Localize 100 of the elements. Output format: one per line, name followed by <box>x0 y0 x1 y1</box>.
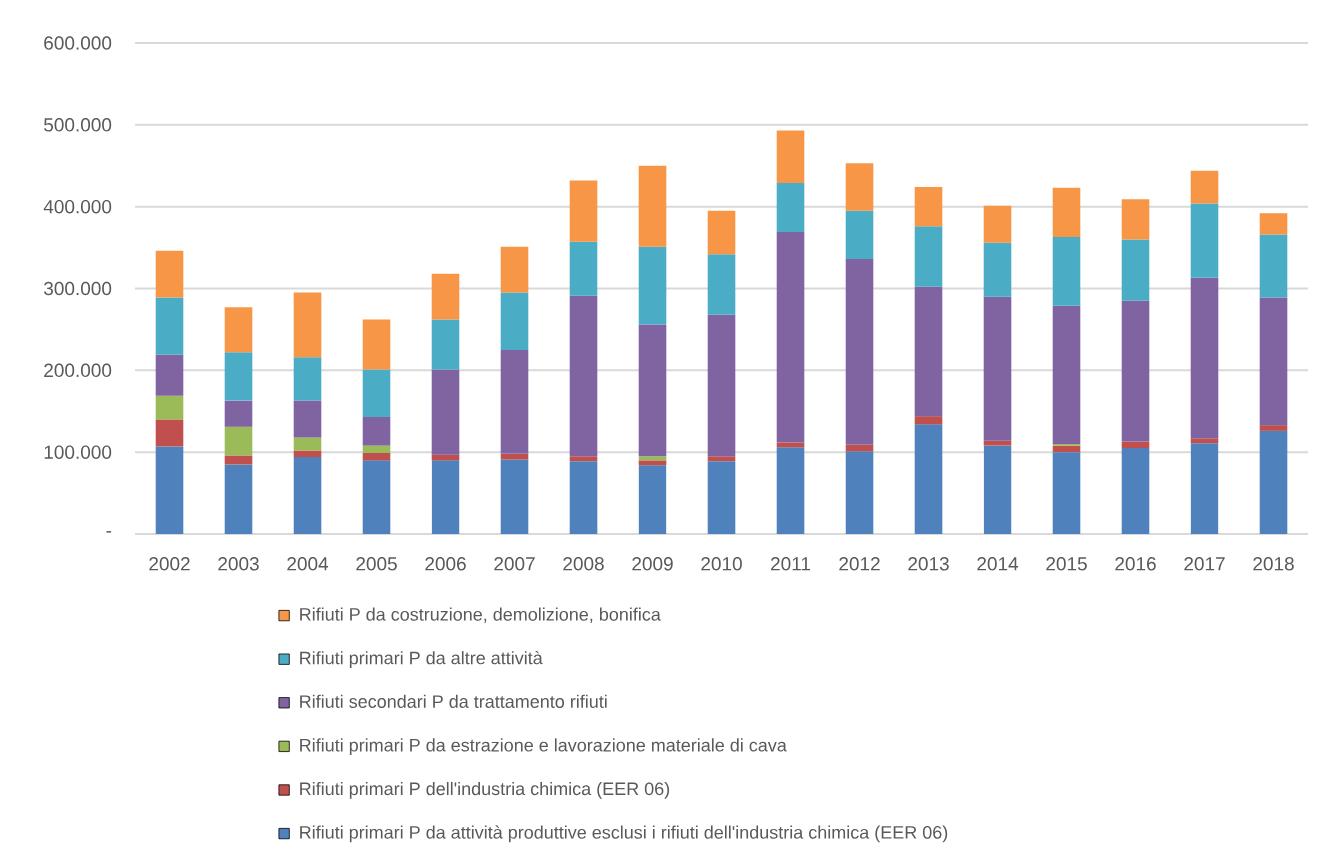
bar <box>155 297 184 355</box>
bar <box>845 444 874 452</box>
bar <box>914 226 943 287</box>
bar <box>707 210 736 255</box>
bar <box>293 400 322 438</box>
bar <box>1190 443 1219 534</box>
bar <box>1121 441 1150 449</box>
legend-label: Rifiuti primari P da attività produttive esclusi i rifiuti dell'industria chimica (EER 06) <box>300 825 948 843</box>
legend-label: Rifiuti primari P da altre attività <box>300 650 543 668</box>
bar <box>1052 187 1081 237</box>
y-tick-label: 300.000 <box>43 281 112 296</box>
bar <box>1052 445 1081 453</box>
bar <box>500 349 529 454</box>
bar <box>224 455 253 465</box>
bar <box>776 232 805 443</box>
bar <box>914 416 943 425</box>
y-tick-label: 600.000 <box>44 36 112 50</box>
x-tick-label: 2004 <box>287 557 329 571</box>
bar <box>500 246 529 293</box>
legend-label: Rifiuti P da costruzione, demolizione, bonifica <box>300 607 661 623</box>
x-tick-label: 2010 <box>701 557 742 571</box>
bar <box>362 460 391 534</box>
bar <box>914 424 943 534</box>
bar <box>638 456 667 461</box>
bar <box>1259 297 1288 426</box>
bar <box>500 459 529 534</box>
bar <box>983 205 1012 243</box>
bar <box>638 165 667 247</box>
bar <box>1190 438 1219 444</box>
x-tick-label: 2002 <box>149 557 190 571</box>
bar <box>569 461 598 534</box>
bar <box>914 187 943 227</box>
bar <box>983 296 1012 441</box>
bar <box>1190 203 1219 278</box>
y-tick-label: - <box>106 531 112 533</box>
bar <box>638 324 667 457</box>
y-tick-label: 100.000 <box>44 445 112 459</box>
bar <box>569 295 598 457</box>
x-tick-label: 2005 <box>356 557 397 571</box>
bar <box>1121 199 1150 240</box>
bar <box>1052 236 1081 306</box>
bar <box>569 456 598 462</box>
bar <box>1190 277 1219 439</box>
y-tick-label: 500.000 <box>44 118 112 132</box>
bar <box>707 461 736 534</box>
bar <box>1259 425 1288 431</box>
y-tick-label: 200.000 <box>44 363 112 378</box>
bar <box>431 369 460 455</box>
bar <box>155 354 184 396</box>
bar <box>845 163 874 211</box>
x-tick-label: 2015 <box>1046 557 1087 571</box>
bar <box>569 241 598 296</box>
bar <box>1121 448 1150 534</box>
legend-label: Rifiuti primari P da estrazione e lavorazione materiale di cava <box>300 738 787 756</box>
bar <box>431 273 460 320</box>
bar <box>431 460 460 534</box>
bar <box>293 437 322 451</box>
x-tick-label: 2011 <box>771 557 810 571</box>
bar <box>638 465 667 534</box>
bar <box>776 182 805 233</box>
bar <box>845 451 874 534</box>
bar <box>224 464 253 534</box>
bar <box>1121 239 1150 301</box>
bar <box>293 450 322 458</box>
x-tick-label: 2009 <box>632 557 673 571</box>
bar <box>293 357 322 401</box>
y-tick-label: 400.000 <box>43 199 112 214</box>
bar <box>776 442 805 448</box>
bar <box>1121 300 1150 442</box>
bar <box>983 440 1012 446</box>
bar <box>569 180 598 242</box>
bar <box>914 286 943 417</box>
bar <box>845 259 874 445</box>
bar <box>638 460 667 466</box>
bar <box>1259 430 1288 534</box>
bar <box>362 319 391 370</box>
x-tick-label: 2016 <box>1115 557 1156 571</box>
bar <box>707 456 736 462</box>
bar <box>776 130 805 183</box>
bar <box>1259 234 1288 298</box>
bar <box>776 447 805 534</box>
bar <box>500 453 529 460</box>
bar <box>845 210 874 260</box>
bar <box>431 319 460 370</box>
x-tick-label: 2017 <box>1184 557 1225 571</box>
bar <box>362 369 391 417</box>
bar <box>1052 452 1081 534</box>
x-tick-label: 2012 <box>839 557 880 571</box>
bar <box>1190 170 1219 204</box>
bar <box>224 426 253 456</box>
bar <box>638 246 667 325</box>
bar <box>155 446 184 534</box>
x-tick-label: 2018 <box>1253 557 1294 571</box>
bar <box>707 254 736 315</box>
bar <box>362 445 391 453</box>
bar <box>155 250 184 298</box>
legend-label: Rifiuti secondari P da trattamento rifiuti <box>300 694 607 708</box>
x-tick-label: 2007 <box>494 557 535 571</box>
bar <box>1052 305 1081 444</box>
bar <box>293 457 322 534</box>
